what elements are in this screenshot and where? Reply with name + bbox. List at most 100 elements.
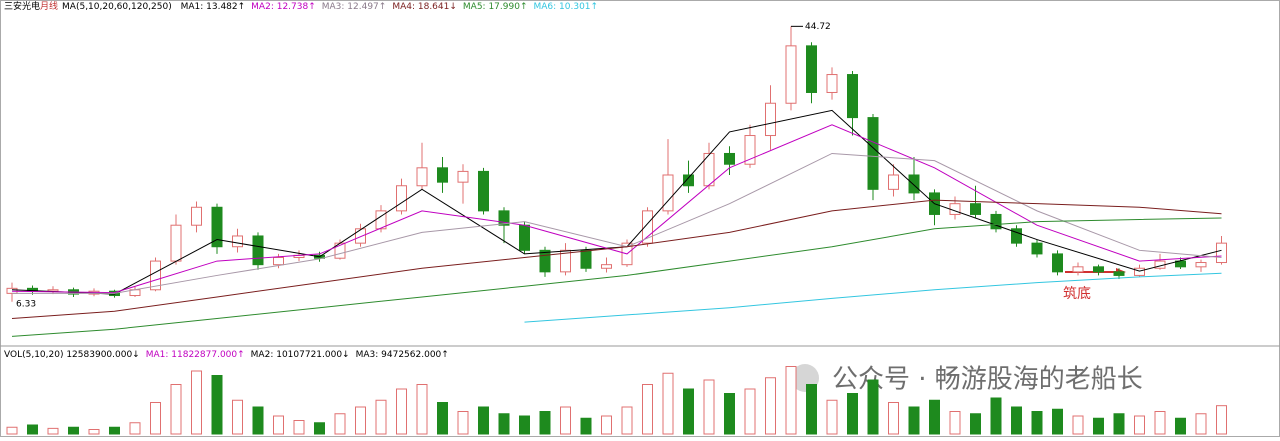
ma-legend: MA3: 12.497↑ [322,2,387,12]
volume-bar [1031,411,1043,435]
candle-body [498,210,510,226]
volume-bar [6,426,18,435]
volume-bar [765,377,776,435]
volume-bar [1113,413,1125,435]
volume-bar [560,406,571,435]
candle-body [1216,242,1227,264]
volume-bar [416,384,428,435]
volume-bar [621,406,633,435]
candle-body [1052,253,1063,273]
vol-legend: MA2: 10107721.000↓ [251,350,350,360]
stock-name: 三安光电 [4,0,40,12]
candle-body [252,235,264,266]
volume-bar [847,393,858,435]
candle-body [437,167,448,183]
candle-body [806,45,817,93]
candle-body [232,235,243,248]
candle-body [1072,266,1084,273]
vol-legend: MA1: 11822877.000↑ [146,350,245,360]
candle-body [949,203,961,215]
volume-bar [457,411,469,435]
volume-bar [191,370,202,435]
candle-body [990,213,1002,230]
ma-legend: MA6: 10.301↑ [533,2,598,12]
ma-legend: MA4: 18.641↓ [392,2,457,12]
candle-body [826,74,838,93]
ma-line [524,272,1222,323]
candle-body [785,45,797,104]
volume-bar [1093,417,1104,435]
volume-bar [273,415,284,435]
volume-bar [1195,413,1207,435]
volume-bar [150,402,161,435]
vol-legend: MA3: 9472562.000↑ [356,350,449,360]
volume-bar [867,379,879,435]
volume-bar [355,406,366,435]
candle-body [457,170,469,183]
watermark: 公众号 · 畅游股海的老船长 [832,365,1143,395]
candle-body [847,74,858,119]
volume-bar [1134,415,1145,435]
vol-legend: VOL(5,10,20) 12583900.000↓ [4,350,140,360]
candle-body [355,228,366,244]
candle-body [1011,228,1022,244]
candle-body [580,249,592,269]
candle-body [1031,242,1043,255]
volume-bar [703,379,715,435]
volume-bar [334,413,346,435]
volume-bar [1052,408,1063,435]
ma-params: MA(5,10,20,60,120,250) [62,2,172,12]
volume-bar [375,399,387,435]
volume-bar [580,417,592,435]
volume-bar [68,426,79,435]
volume-bar [683,388,694,435]
ma-line [11,109,1222,295]
volume-bar [908,406,920,435]
volume-bar [1216,405,1227,435]
volume-bar [293,420,305,435]
volume-bar [1175,417,1186,435]
ma-line [11,217,1222,337]
candle-body [560,249,571,273]
candle-body [601,264,612,269]
volume-header: VOL(5,10,20) 12583900.000↓ MA1: 11822877.… [4,350,449,360]
candle-body [519,224,530,251]
low-label: 6.33 [16,299,36,309]
volume-bar [478,406,489,435]
volume-bar [109,426,120,435]
candle-body [478,170,489,212]
volume-bar [498,413,510,435]
volume-bar [27,424,38,435]
volume-bar [949,411,961,435]
ma-legend: MA5: 17.990↑ [463,2,528,12]
volume-bar [724,393,735,435]
volume-bar [88,429,100,435]
volume-bar [888,402,899,435]
candle-body [888,174,899,190]
candle-body [1093,266,1104,273]
volume-bar [785,366,797,435]
candle-body [970,203,981,215]
candle-body [1113,271,1125,276]
candle-body [539,249,551,273]
volume-bar [437,402,448,435]
volume-bar [642,384,653,435]
ma-legend: MA1: 13.482↑ [181,2,246,12]
ma-line [11,199,1222,319]
volume-bar [539,411,551,435]
volume-bar [744,388,756,435]
candle-body [703,152,715,187]
volume-bar [1011,406,1022,435]
candle-body [273,256,284,266]
candle-body [1195,262,1207,268]
volume-bar [1072,415,1084,435]
volume-bar [170,384,182,435]
volume-bar [806,384,817,435]
volume-bar [662,372,674,435]
volume-bar [129,422,141,435]
volume-bar [314,422,325,435]
candle-body [642,210,653,244]
candle-body [867,117,879,190]
period: 月线 [40,0,58,12]
candle-body [908,174,920,194]
